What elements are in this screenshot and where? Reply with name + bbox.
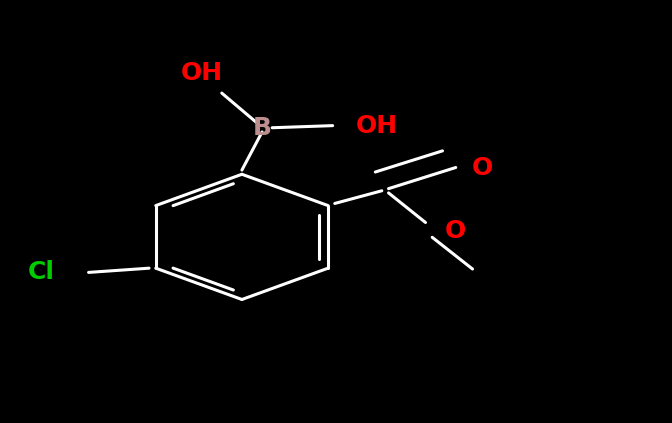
Text: Cl: Cl bbox=[28, 261, 55, 284]
Text: OH: OH bbox=[355, 114, 397, 137]
Text: O: O bbox=[472, 156, 493, 179]
Text: O: O bbox=[445, 219, 466, 243]
Text: OH: OH bbox=[181, 61, 222, 85]
Text: B: B bbox=[253, 116, 271, 140]
